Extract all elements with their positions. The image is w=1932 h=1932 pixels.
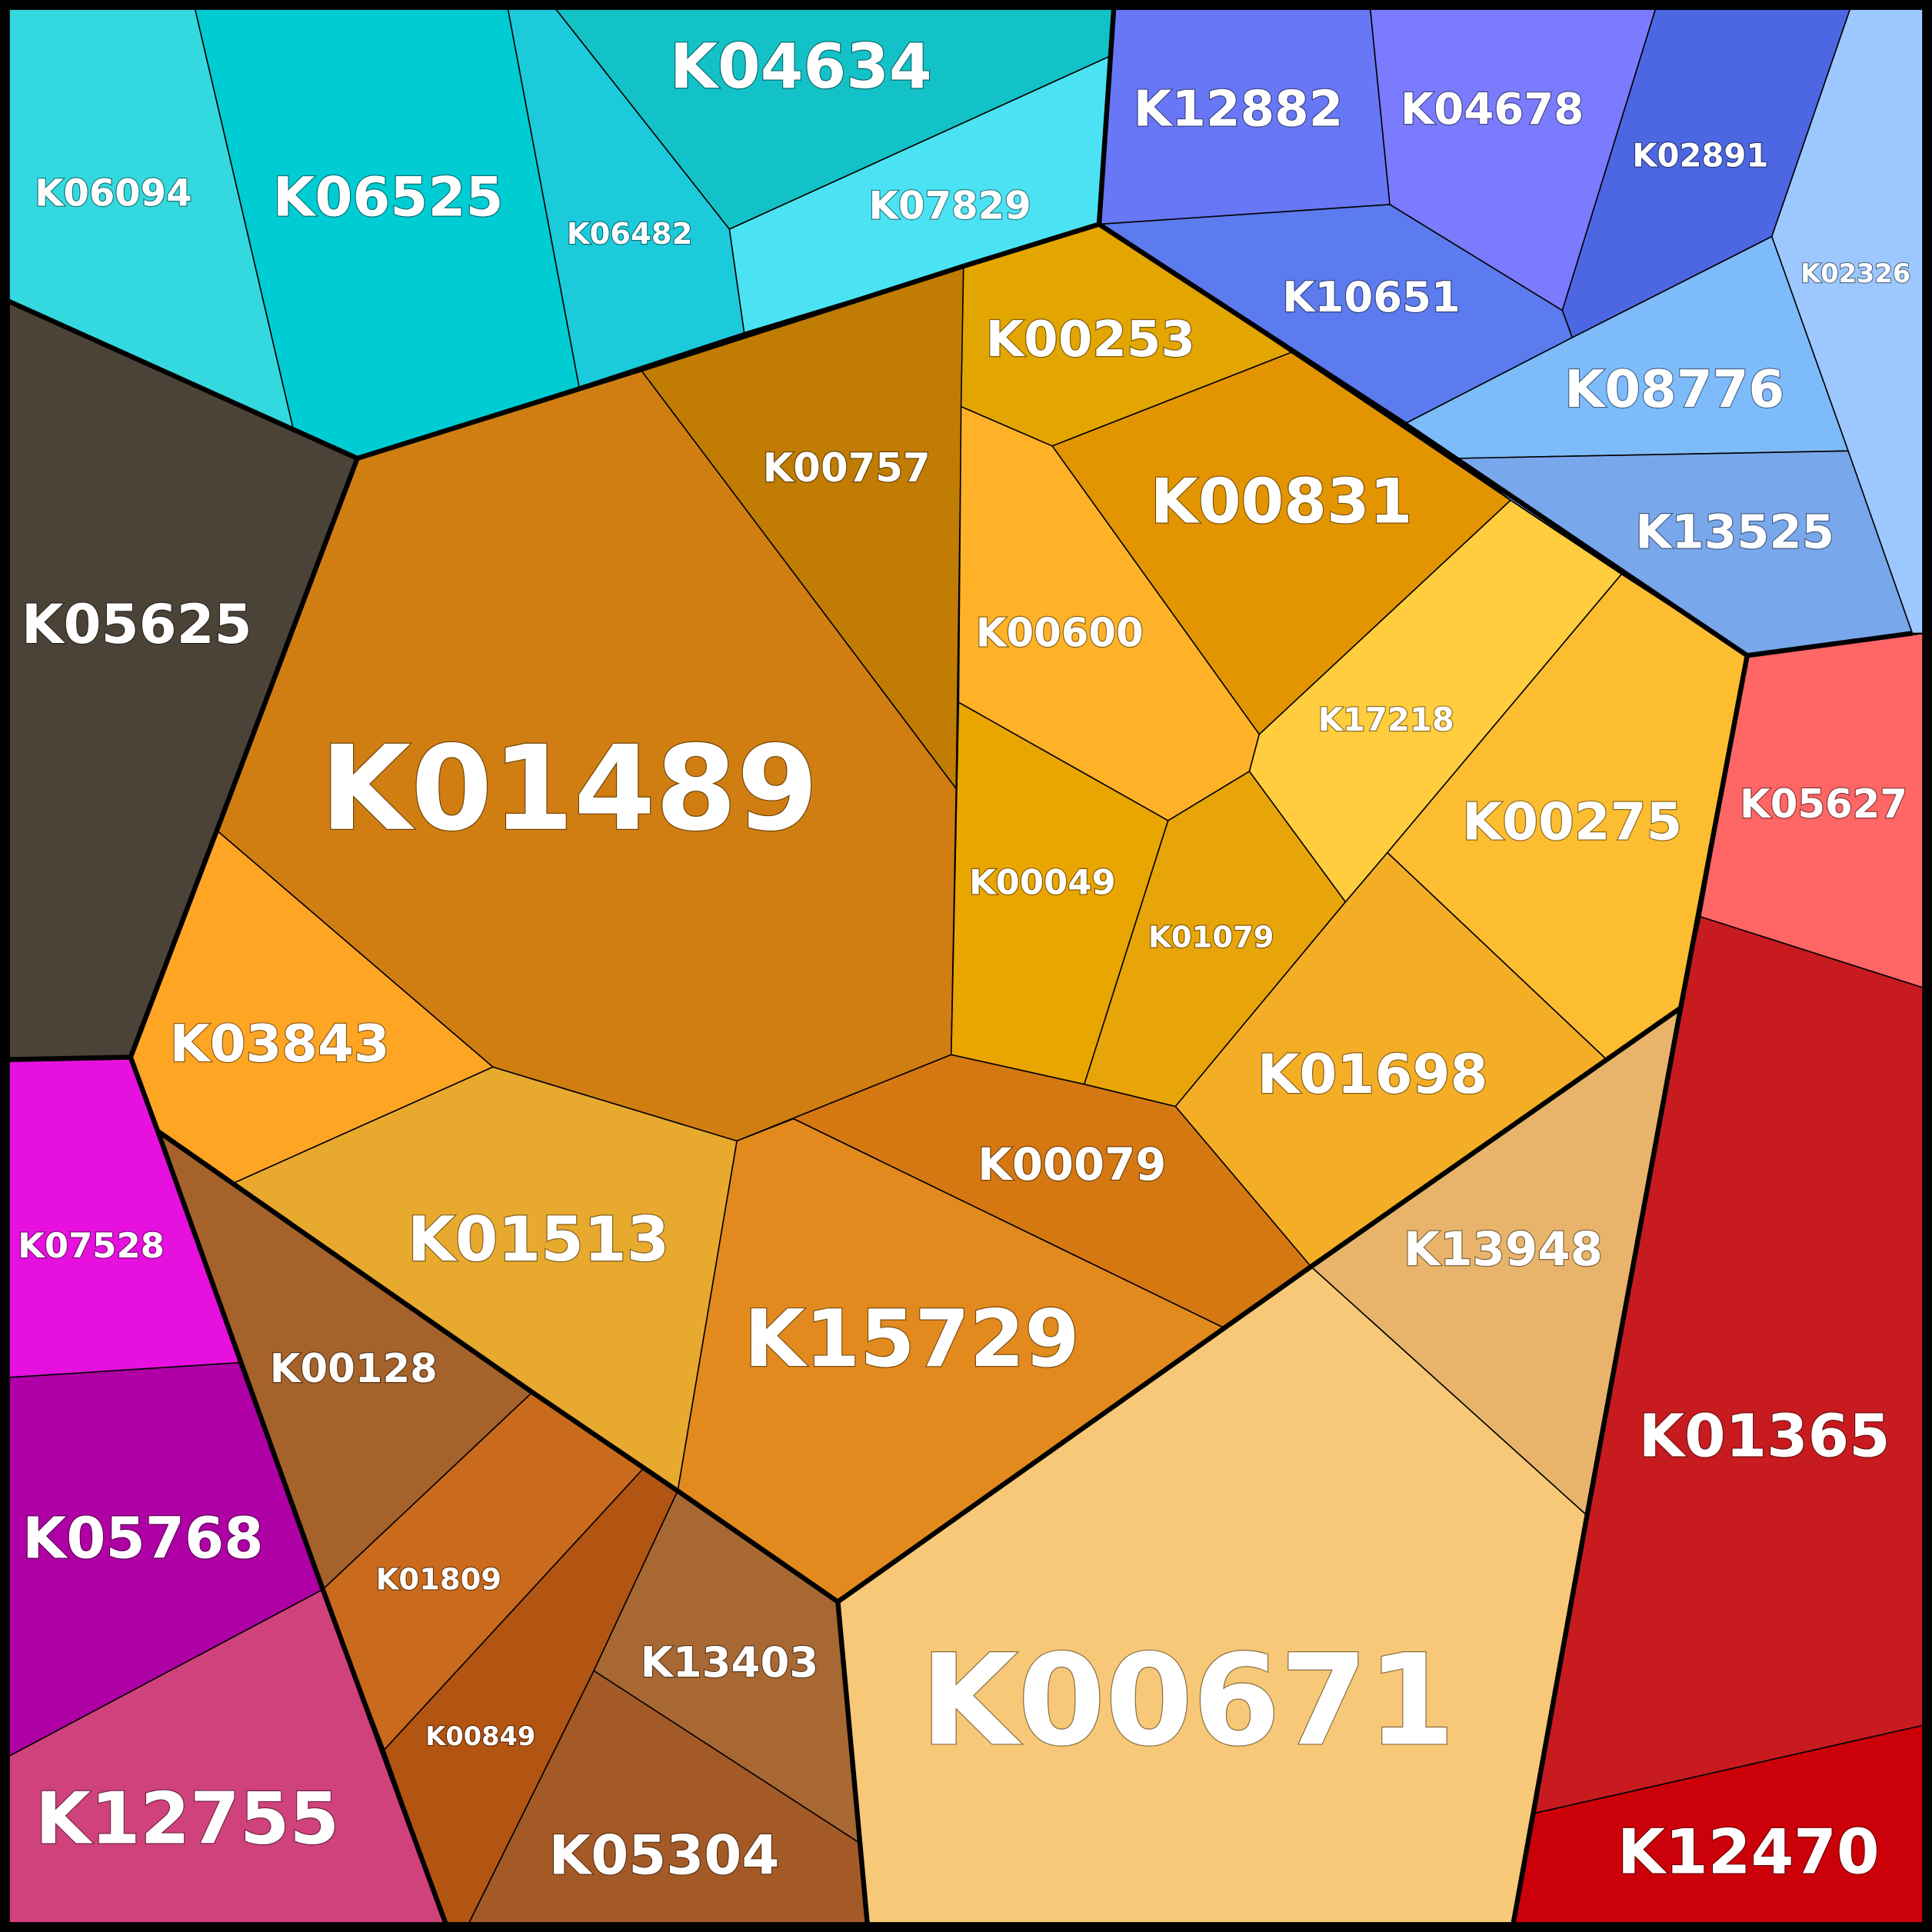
cell-label: K00253 [986,311,1196,368]
cells [6,6,1926,1926]
cell-label: K05768 [22,1506,263,1571]
cell-label: K01809 [376,1562,502,1597]
cell-label: K15729 [744,1294,1079,1385]
cell-label: K00128 [270,1346,438,1392]
cell-label: K06525 [273,165,504,228]
cell-label: K01513 [408,1204,670,1275]
cell-label: K01489 [320,721,818,857]
cell-label: K05625 [22,593,252,656]
cell-label: K13948 [1404,1222,1603,1277]
cell-label: K12882 [1134,82,1344,138]
cell-label: K04634 [670,31,932,102]
cell-label: K05304 [549,1824,780,1887]
cell-label: K01698 [1257,1043,1488,1106]
cell-label: K04678 [1401,85,1584,135]
cell-label: K02326 [1800,258,1910,288]
cell-label: K00275 [1462,792,1682,852]
cell-label: K06094 [35,172,192,215]
cell-label: K17218 [1318,701,1454,738]
cell-label: K01365 [1639,1402,1890,1471]
group-border [836,655,1750,1604]
cell-label: K01079 [1148,921,1274,955]
group-border [7,457,360,1062]
cell-label: K06482 [567,217,693,251]
group-border [1096,7,1117,225]
group-border [128,1056,448,1926]
cell-label: K07829 [869,184,1031,228]
cell-label: K03843 [170,1014,390,1074]
cell-label: K00049 [969,862,1116,903]
cell-label: K00600 [976,610,1144,656]
cell-label: K07528 [18,1225,165,1266]
cell-label: K13525 [1635,505,1834,560]
cell-label: K00831 [1151,466,1413,538]
group-border [1511,1007,1684,1925]
group-border [6,222,1913,658]
cell-label: K10651 [1282,272,1461,321]
cell-label: K00757 [763,445,931,491]
cell-label: K12755 [35,1777,339,1860]
cell-label: K13403 [641,1637,819,1687]
cell-label: K12470 [1617,1816,1880,1887]
labels: K06094 K06525 K06482 K04634 K07829 K12882 K046… [17,30,1911,1889]
cell-label: K02891 [1632,136,1768,174]
group-border [156,1129,871,1925]
cell-label: K00671 [921,1627,1455,1774]
cell-label: K05627 [1740,781,1907,828]
cell-label: K08776 [1564,359,1784,419]
cell-label: K00849 [425,1721,535,1751]
cell-label: K00079 [978,1138,1166,1191]
